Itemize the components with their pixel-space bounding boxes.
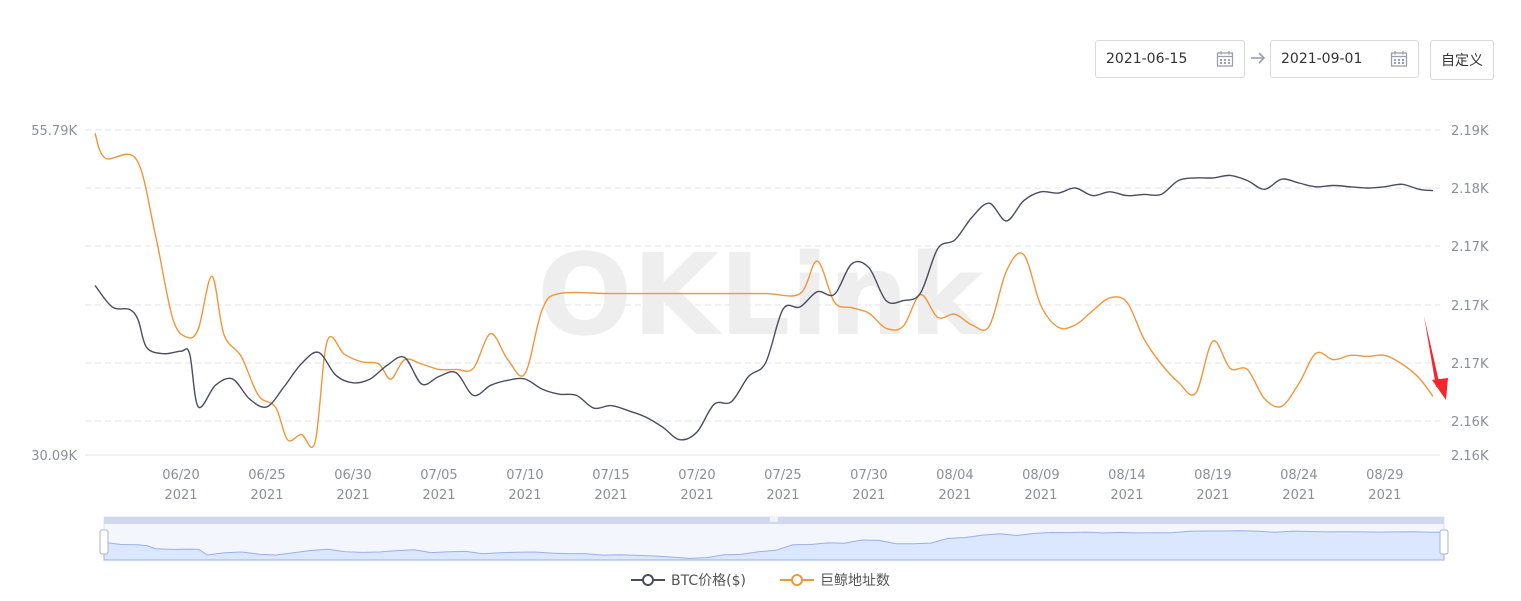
legend-item-btc[interactable]: BTC价格($) bbox=[631, 570, 746, 590]
y-right-tick-label: 2.17K bbox=[1451, 240, 1489, 255]
red-arrow-shaft bbox=[1424, 316, 1440, 387]
x-tick-year: 2021 bbox=[766, 488, 799, 503]
x-tick-label: 06/25 bbox=[248, 468, 285, 483]
legend-label-btc: BTC价格($) bbox=[671, 573, 746, 589]
x-tick-year: 2021 bbox=[852, 488, 885, 503]
annotation bbox=[1424, 316, 1448, 400]
end-date-value: 2021-09-01 bbox=[1281, 51, 1363, 67]
grid-lines bbox=[85, 129, 1440, 456]
x-tick-year: 2021 bbox=[938, 488, 971, 503]
x-tick-year: 2021 bbox=[1110, 488, 1143, 503]
x-tick-year: 2021 bbox=[508, 488, 541, 503]
x-tick-label: 06/20 bbox=[162, 468, 199, 483]
slider-grip-icon[interactable] bbox=[770, 517, 778, 522]
y-right-tick-label: 2.16K bbox=[1451, 449, 1489, 464]
slider-handle-left[interactable] bbox=[99, 529, 109, 555]
x-tick-label: 07/25 bbox=[764, 468, 801, 483]
watermark: OKLink bbox=[537, 231, 985, 361]
zoom-slider[interactable] bbox=[99, 516, 1449, 561]
x-tick-year: 2021 bbox=[1282, 488, 1315, 503]
red-arrow-head bbox=[1432, 378, 1448, 400]
whale-address-line bbox=[94, 132, 1434, 449]
slider-area bbox=[103, 530, 1445, 561]
x-tick-label: 08/24 bbox=[1280, 468, 1317, 483]
custom-range-button[interactable]: 自定义 bbox=[1430, 40, 1494, 80]
axis-labels: 55.79K 30.09K 2.19K 2.18K 2.17K 2.17K 2.17K 2.1… bbox=[31, 124, 1489, 503]
x-tick-label: 06/30 bbox=[334, 468, 371, 483]
start-date-field[interactable]: 2021-06-15 bbox=[1095, 40, 1245, 78]
x-tick-year: 2021 bbox=[1368, 488, 1401, 503]
calendar-icon bbox=[1216, 51, 1234, 67]
end-date-field[interactable]: 2021-09-01 bbox=[1270, 40, 1419, 78]
x-tick-label: 07/30 bbox=[850, 468, 887, 483]
line-circle-icon bbox=[631, 574, 666, 586]
x-tick-label: 07/20 bbox=[678, 468, 715, 483]
y-left-tick-label: 30.09K bbox=[31, 449, 77, 464]
arrow-right-icon bbox=[1251, 52, 1266, 64]
calendar-icon bbox=[1390, 51, 1408, 67]
y-right-tick-label: 2.16K bbox=[1451, 415, 1489, 430]
y-right-tick-label: 2.17K bbox=[1451, 357, 1489, 372]
y-right-tick-label: 2.18K bbox=[1451, 182, 1489, 197]
start-date-value: 2021-06-15 bbox=[1106, 51, 1188, 67]
y-right-tick-label: 2.19K bbox=[1451, 124, 1489, 139]
x-tick-year: 2021 bbox=[594, 488, 627, 503]
x-tick-year: 2021 bbox=[422, 488, 455, 503]
x-tick-label: 08/19 bbox=[1194, 468, 1231, 483]
x-tick-label: 08/04 bbox=[936, 468, 973, 483]
line-circle-icon bbox=[779, 574, 814, 586]
x-tick-label: 08/14 bbox=[1108, 468, 1145, 483]
legend-label-whale: 巨鲸地址数 bbox=[819, 573, 890, 589]
x-tick-label: 07/15 bbox=[592, 468, 629, 483]
slider-handle-right[interactable] bbox=[1439, 529, 1449, 555]
series-lines bbox=[94, 132, 1434, 449]
legend-item-whale[interactable]: 巨鲸地址数 bbox=[779, 570, 890, 590]
x-tick-year: 2021 bbox=[250, 488, 283, 503]
x-tick-year: 2021 bbox=[680, 488, 713, 503]
y-right-tick-label: 2.17K bbox=[1451, 299, 1489, 314]
x-tick-label: 08/29 bbox=[1366, 468, 1403, 483]
x-tick-year: 2021 bbox=[164, 488, 197, 503]
btc-price-line bbox=[94, 174, 1434, 441]
y-left-tick-label: 55.79K bbox=[31, 124, 77, 139]
x-tick-year: 2021 bbox=[1196, 488, 1229, 503]
x-tick-label: 07/10 bbox=[506, 468, 543, 483]
x-tick-year: 2021 bbox=[1024, 488, 1057, 503]
legend: BTC价格($) 巨鲸地址数 bbox=[0, 570, 1521, 590]
x-tick-label: 07/05 bbox=[420, 468, 457, 483]
x-tick-year: 2021 bbox=[336, 488, 369, 503]
x-tick-label: 08/09 bbox=[1022, 468, 1059, 483]
